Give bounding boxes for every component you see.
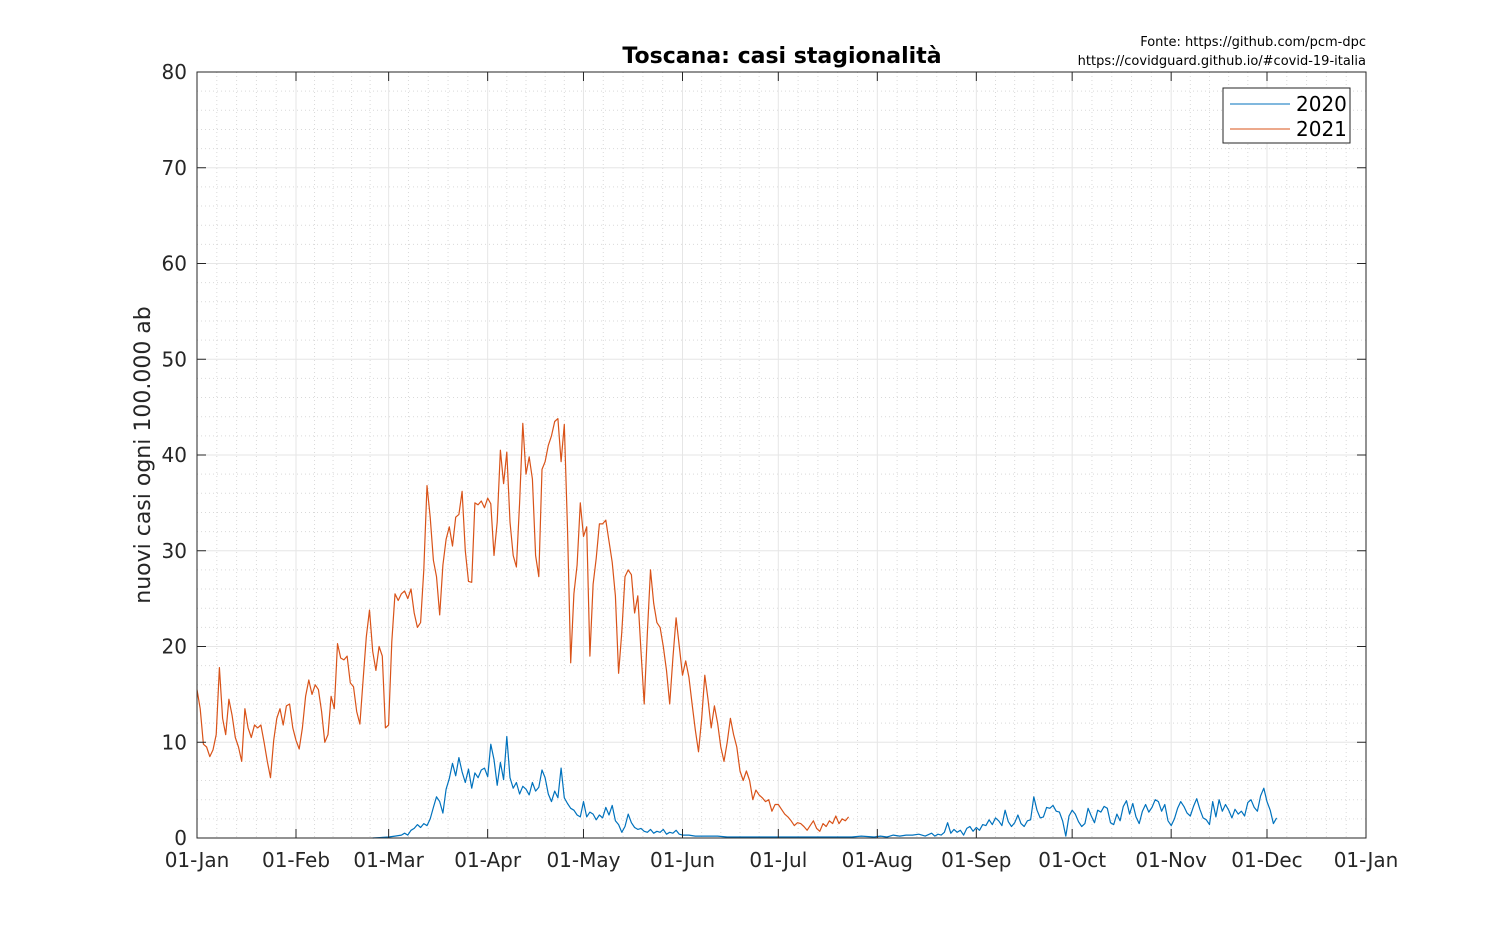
x-tick-label: 01-May (546, 848, 620, 872)
y-tick-label: 80 (162, 60, 187, 84)
y-tick-label: 70 (162, 156, 187, 180)
x-tick-label: 01-Jul (749, 848, 807, 872)
x-tick-labels: 01-Jan 01-Feb 01-Mar 01-Apr 01-May 01-Jun 01-J… (165, 848, 1399, 872)
legend: 2020 2021 (1222, 87, 1351, 144)
x-tick-label: 01-Jan (1334, 848, 1399, 872)
series-line-2020 (372, 735, 1278, 839)
y-tick-label: 20 (162, 635, 187, 659)
x-tick-label: 01-Apr (454, 848, 522, 872)
source-credit-line-1: Fonte: https://github.com/pcm-dpc (1140, 35, 1366, 50)
x-tick-label: 01-Jan (165, 848, 230, 872)
y-tick-label: 30 (162, 539, 187, 563)
legend-box (1222, 87, 1351, 144)
series-line-2021 (196, 418, 850, 832)
y-tick-label: 40 (162, 443, 187, 467)
y-tick-label: 10 (162, 730, 187, 754)
y-tick-label: 50 (162, 347, 187, 371)
source-credit-line-2: https://covidguard.github.io/#covid-19-i… (1077, 54, 1366, 69)
axis-ticks (196, 71, 1367, 839)
y-tick-labels: 0 10 20 30 40 50 60 70 80 (162, 60, 187, 850)
y-tick-label: 0 (174, 826, 187, 850)
x-tick-label: 01-Oct (1038, 848, 1106, 872)
x-tick-label: 01-Mar (353, 848, 424, 872)
legend-label-2021: 2021 (1296, 117, 1347, 141)
x-tick-label: 01-Nov (1135, 848, 1207, 872)
x-tick-label: 01-Jun (650, 848, 715, 872)
minor-grid (197, 72, 1366, 838)
legend-label-2020: 2020 (1296, 92, 1347, 116)
x-tick-label: 01-Sep (941, 848, 1011, 872)
x-tick-label: 01-Dec (1231, 848, 1302, 872)
x-tick-label: 01-Feb (262, 848, 330, 872)
y-axis-label: nuovi casi ogni 100.000 ab (131, 306, 156, 604)
series-layer (196, 418, 1278, 839)
x-tick-label: 01-Aug (842, 848, 913, 872)
chart-title: Toscana: casi stagionalità (622, 44, 941, 69)
y-tick-label: 60 (162, 252, 187, 276)
